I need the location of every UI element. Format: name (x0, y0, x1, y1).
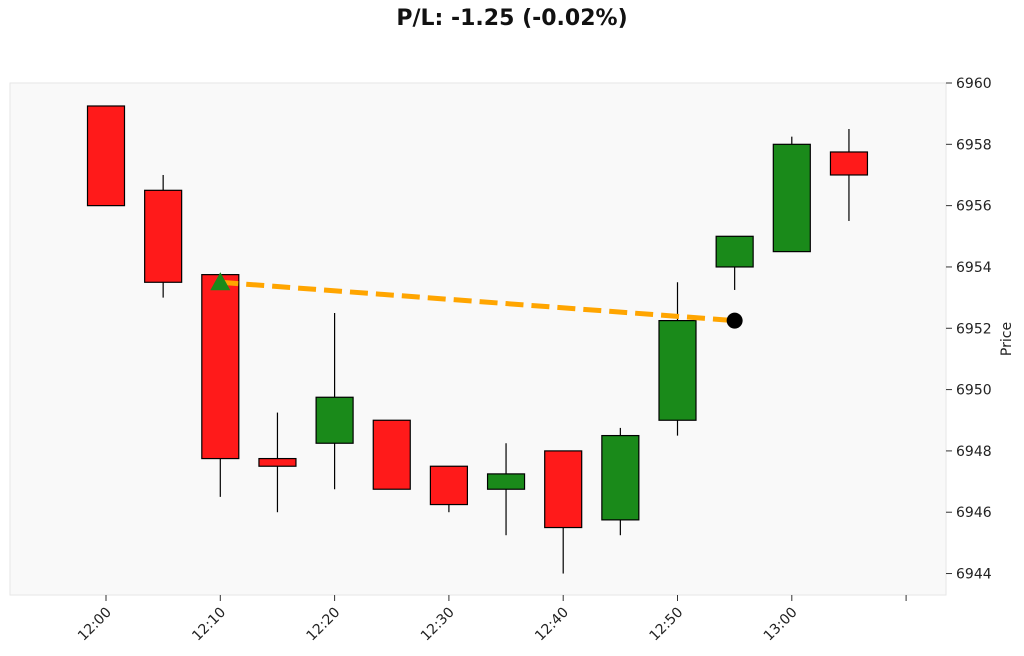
candle (258, 412, 297, 513)
candle (372, 419, 411, 490)
candle-body-down (544, 450, 583, 529)
candle (544, 450, 583, 574)
x-tick-label: 12:20 (304, 605, 344, 645)
candle-body-up (715, 235, 754, 268)
candle (144, 174, 183, 298)
y-tick-label: 6950 (956, 383, 992, 399)
candle-body-down (201, 274, 240, 460)
candle-body-down (86, 105, 126, 207)
exit-marker (726, 312, 743, 329)
chart-title: P/L: -1.25 (-0.02%) (396, 6, 628, 31)
y-axis-label: Price (999, 322, 1015, 356)
y-tick-label: 6958 (956, 137, 992, 153)
y-tick-label: 6956 (956, 199, 992, 215)
candle-body-down (258, 457, 297, 467)
x-tick-label: 12:40 (532, 605, 572, 645)
candle (201, 274, 240, 497)
trade-line (220, 279, 735, 324)
entry-marker (210, 272, 231, 291)
candle-body-up (486, 473, 526, 490)
candle (601, 427, 640, 536)
candle (829, 128, 869, 221)
candle (315, 312, 354, 490)
y-tick-label: 6952 (956, 321, 992, 337)
y-tick-label: 6946 (956, 505, 992, 521)
candle-body-up (772, 143, 811, 253)
candle (429, 465, 468, 513)
candle-body-up (601, 434, 640, 521)
candle-body-down (144, 189, 183, 283)
candle (486, 443, 526, 536)
x-tick-label: 12:50 (646, 605, 686, 645)
candle-body-down (829, 151, 869, 176)
candle (86, 105, 126, 207)
y-tick-label: 6954 (956, 260, 992, 276)
x-tick-label: 12:00 (75, 605, 115, 645)
candle-body-down (372, 419, 411, 490)
x-tick-label: 13:00 (761, 605, 801, 645)
candle-body-up (315, 396, 354, 444)
x-tick-label: 12:30 (418, 605, 458, 645)
y-tick-label: 6944 (956, 567, 992, 583)
candle (715, 235, 754, 290)
candle-body-down (429, 465, 468, 506)
candle (658, 282, 697, 436)
y-tick-label: 6948 (956, 444, 992, 460)
candle-body-up (658, 320, 697, 421)
x-tick-label: 12:10 (189, 605, 229, 645)
y-tick-label: 6960 (956, 76, 992, 92)
candle (772, 136, 811, 253)
